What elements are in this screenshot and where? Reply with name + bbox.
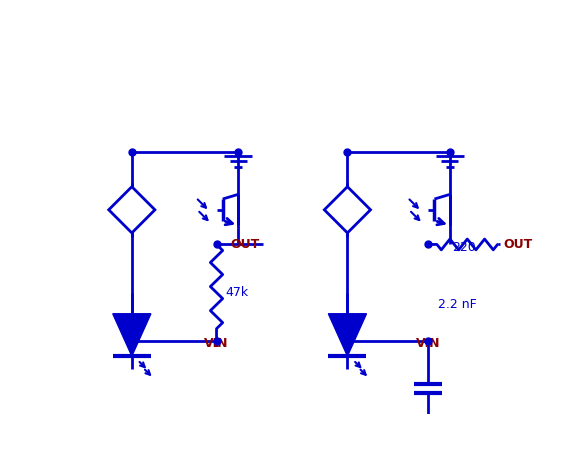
Text: VIN: VIN <box>416 337 440 350</box>
Polygon shape <box>113 314 151 356</box>
Text: 2.2 nF: 2.2 nF <box>437 298 476 311</box>
Text: VIN: VIN <box>205 337 229 350</box>
Text: OUT: OUT <box>231 238 260 251</box>
Polygon shape <box>328 314 367 356</box>
Polygon shape <box>109 187 155 233</box>
Polygon shape <box>324 187 371 233</box>
Text: 47k: 47k <box>226 286 249 299</box>
Text: OUT: OUT <box>504 238 533 251</box>
Text: 220: 220 <box>453 241 476 254</box>
